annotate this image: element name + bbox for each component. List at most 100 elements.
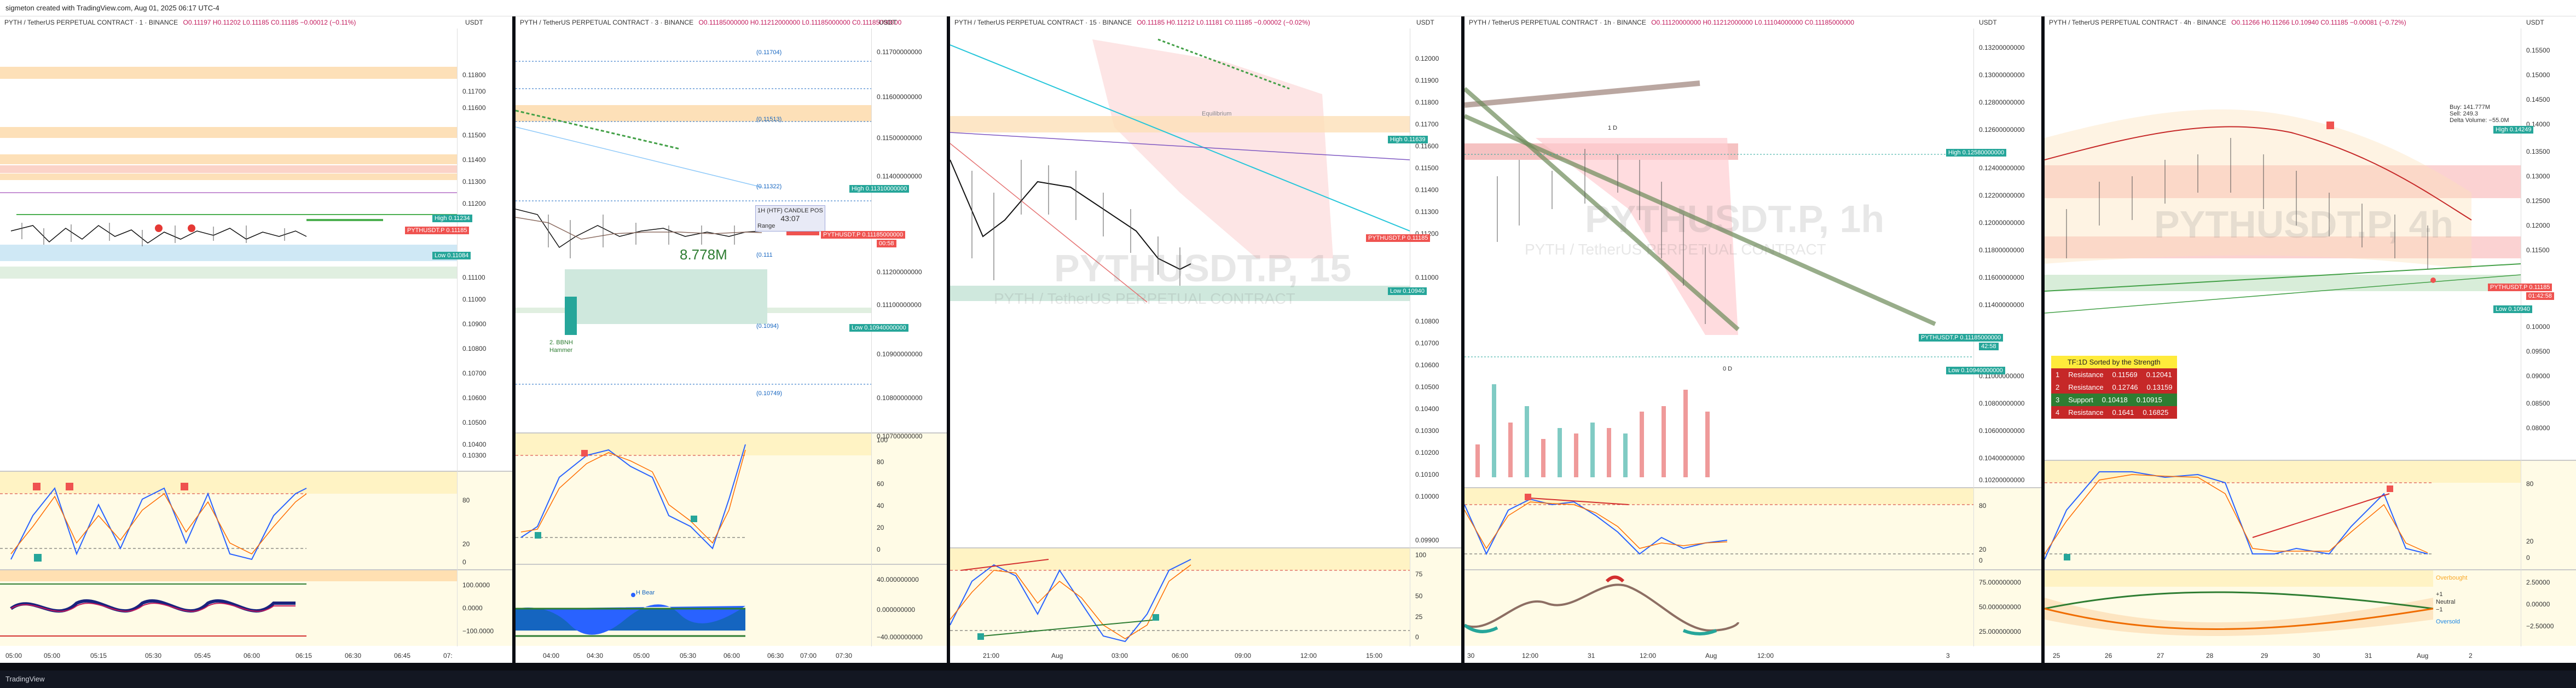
symbol-title[interactable]: PYTH / TetherUS PERPETUAL CONTRACT · 4h … [2049,19,2226,26]
currency-label[interactable]: USDT [879,19,897,26]
price-tick: 0.10300 [1415,427,1439,435]
time-tick: 05:15 [90,652,107,660]
price-chart[interactable] [2045,28,2521,521]
time-tick: 12:00 [1522,652,1539,660]
osc-tick: 75.000000000 [1979,579,2021,586]
osc-tick: 80 [462,496,470,504]
currency-label[interactable]: USDT [1416,19,1434,26]
chart-header: PYTH / TetherUS PERPETUAL CONTRACT · 1 ·… [0,16,512,28]
price-chart[interactable] [516,28,871,444]
price-tick: 0.10600000000 [1979,427,2025,435]
chart-header: PYTH / TetherUS PERPETUAL CONTRACT · 15 … [950,16,1461,28]
osc-tick: 40 [877,502,884,510]
price-tick: 0.10100 [1415,471,1439,478]
price-tick: 0.10400000000 [1979,454,2025,462]
symbol-title[interactable]: PYTH / TetherUS PERPETUAL CONTRACT · 3 ·… [520,19,694,26]
osc-tick: 0 [1979,557,1983,564]
price-tick: 0.10600 [462,394,487,402]
volume-profile-label: 8.778M [680,246,727,263]
currency-label[interactable]: USDT [2526,19,2544,26]
price-tick: 0.11400000000 [877,172,922,180]
time-tick: 29 [2261,652,2268,660]
high-tag: High 0.11234 [432,215,472,222]
fib-label: (0.11513) [756,116,782,123]
chart-panel-3m[interactable]: PYTH / TetherUS PERPETUAL CONTRACT · 3 ·… [516,16,950,663]
price-tick: 0.13000 [2526,172,2550,180]
price-tick: 0.11600000000 [877,93,922,101]
time-tick: 28 [2206,652,2214,660]
symbol-title[interactable]: PYTH / TetherUS PERPETUAL CONTRACT · 1h … [1469,19,1646,26]
momentum-pane[interactable]: 75.000000000 50.000000000 25.000000000 [1464,569,2041,646]
time-tick: 27 [2157,652,2164,660]
time-tick: 2 [2469,652,2473,660]
price-tick: 0.11800000000 [1979,246,2024,254]
price-tick: 0.11500 [462,131,486,139]
sr-table-row: 4 Resistance 0.1641 0.16825 [2051,406,2177,419]
price-tick: 0.12400000000 [1979,164,2025,172]
time-tick: 06:15 [296,652,312,660]
time-tick: 04:00 [543,652,560,660]
countdown-tag: 01:42:58 [2526,292,2554,300]
price-tick: 0.10000 [1415,493,1439,500]
last-price-tag: PYTHUSDT.P 0.11185 [405,227,470,234]
price-tick: 0.13000000000 [1979,71,2025,79]
stoch-rsi-pane[interactable]: 80 20 0 [1464,487,2041,569]
time-tick: 09:00 [1235,652,1252,660]
chart-header: PYTH / TetherUS PERPETUAL CONTRACT · 1h … [1464,16,2041,28]
price-tick: 0.11400 [1415,186,1439,194]
symbol-title[interactable]: PYTH / TetherUS PERPETUAL CONTRACT · 15 … [954,19,1132,26]
price-scale[interactable] [457,28,458,646]
price-tick: 0.10800000000 [877,394,923,402]
time-tick: 06:30 [767,652,784,660]
osc-tick: 100 [1415,551,1427,559]
time-tick: Aug [1051,652,1063,660]
price-tick: 0.12000 [1415,55,1439,62]
price-tick: 0.10700000000 [877,432,923,440]
high-tag: High 0.12580000000 [1946,149,2007,157]
price-chart[interactable] [1464,28,1973,483]
ohlc-values: O0.11120000000 H0.11212000000 L0.1110400… [1651,19,1854,26]
osc-tick: −40.000000000 [877,633,923,641]
price-tick: 0.11500 [2526,246,2550,254]
stoch-rsi-pane[interactable]: 100 80 60 40 20 0 [516,432,947,564]
stoch-rsi-pane[interactable]: 100 75 50 25 0 [950,547,1461,646]
price-chart[interactable] [0,28,457,466]
chart-panel-1h[interactable]: PYTH / TetherUS PERPETUAL CONTRACT · 1h … [1464,16,2045,663]
momentum-pane[interactable]: H Bear 40.000000000 0.000000000 −40.0000… [516,564,947,646]
symbol-title[interactable]: PYTH / TetherUS PERPETUAL CONTRACT · 1 ·… [4,19,178,26]
price-tick: 0.11500000000 [877,134,922,142]
time-tick: 26 [2105,652,2112,660]
header-attribution: sigmeton created with TradingView.com, A… [0,0,2576,16]
osc-tick: 0 [2526,554,2530,562]
last-price-tag: PYTHUSDT.P 0.11185000000 [821,231,906,239]
time-tick: 07: [443,652,453,660]
momentum-pane[interactable]: Overbought +1 Neutral −1 Oversold 2.5000… [2045,569,2576,646]
osc-tick: 80 [877,458,884,466]
day-label: 1 D [1608,125,1618,131]
chart-panel-4h[interactable]: PYTH / TetherUS PERPETUAL CONTRACT · 4h … [2045,16,2576,663]
osc-tick: 50 [1415,592,1423,600]
stoch-rsi-pane[interactable]: 80 20 0 [2045,460,2576,569]
currency-label[interactable]: USDT [1979,19,1997,26]
stoch-rsi-pane[interactable]: 80 20 0 [0,471,512,569]
chart-panel-15m[interactable]: PYTH / TetherUS PERPETUAL CONTRACT · 15 … [950,16,1464,663]
last-price-tag: PYTHUSDT.P 0.11185 [2488,284,2552,291]
currency-label[interactable]: USDT [465,19,483,26]
price-scale[interactable] [871,28,872,646]
equilibrium-label: Equilibrium [1202,111,1232,117]
osc-zone-label: Oversold [2436,618,2461,625]
price-tick: 0.11800 [462,71,486,79]
momentum-pane[interactable]: 100.0000 0.0000 −100.0000 [0,569,512,646]
tradingview-logo[interactable]: TradingView [5,675,45,683]
time-tick: 06:30 [345,652,362,660]
price-tick: 0.11400000000 [1979,301,2024,309]
time-tick: 07:00 [800,652,817,660]
price-tick: 0.12000 [2526,222,2550,229]
price-chart[interactable] [950,28,1410,554]
osc-tick: 100 [877,436,888,444]
time-tick: 15:00 [1366,652,1383,660]
footer-bar: TradingView [0,670,2576,688]
time-tick: 06:00 [244,652,261,660]
chart-panel-1m[interactable]: PYTH / TetherUS PERPETUAL CONTRACT · 1 ·… [0,16,516,663]
sr-table-title: TF:1D Sorted by the Strength [2051,356,2177,368]
